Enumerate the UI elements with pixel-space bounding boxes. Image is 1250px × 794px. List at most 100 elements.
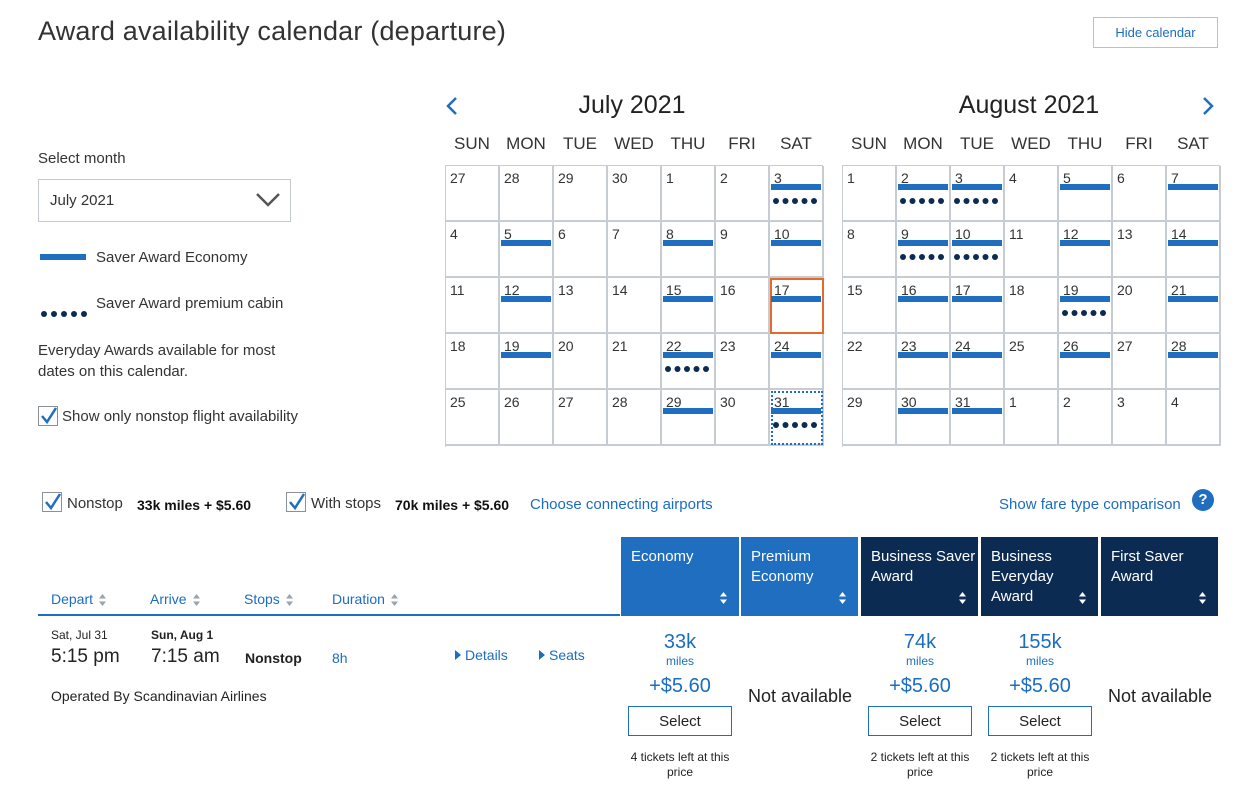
calendar-day[interactable]: 20 bbox=[554, 334, 608, 390]
prev-month-arrow-icon[interactable] bbox=[444, 96, 460, 116]
calendar-day[interactable]: 16 bbox=[716, 278, 770, 334]
calendar-day[interactable]: 24 bbox=[951, 334, 1005, 390]
calendar-day[interactable]: 17 bbox=[770, 278, 824, 334]
calendar-day[interactable]: 12 bbox=[500, 278, 554, 334]
calendar-day-number: 3 bbox=[1117, 394, 1125, 410]
calendar-day[interactable]: 19 bbox=[1059, 278, 1113, 334]
calendar-day[interactable]: 1 bbox=[1005, 390, 1059, 446]
calendar-day[interactable]: 25 bbox=[446, 390, 500, 446]
calendar-day[interactable]: 23 bbox=[716, 334, 770, 390]
sort-depart[interactable]: Depart bbox=[51, 591, 107, 607]
calendar-day[interactable]: 30 bbox=[897, 390, 951, 446]
calendar-day[interactable]: 7 bbox=[608, 222, 662, 278]
calendar-day[interactable]: 13 bbox=[554, 278, 608, 334]
calendar-day[interactable]: 8 bbox=[662, 222, 716, 278]
calendar-day[interactable]: 18 bbox=[446, 334, 500, 390]
calendar-day[interactable]: 23 bbox=[897, 334, 951, 390]
calendar-day[interactable]: 28 bbox=[500, 166, 554, 222]
calendar-day[interactable]: 21 bbox=[1167, 278, 1221, 334]
calendar-day[interactable]: 29 bbox=[843, 390, 897, 446]
calendar-day[interactable]: 17 bbox=[951, 278, 1005, 334]
calendar-day[interactable]: 1 bbox=[843, 166, 897, 222]
fare-header-business-saver[interactable]: Business Saver Award bbox=[861, 537, 978, 616]
calendar-day[interactable]: 22 bbox=[843, 334, 897, 390]
calendar-day[interactable]: 3 bbox=[951, 166, 1005, 222]
calendar-day[interactable]: 10 bbox=[951, 222, 1005, 278]
calendar-day[interactable]: 3 bbox=[1113, 390, 1167, 446]
calendar-day[interactable]: 27 bbox=[446, 166, 500, 222]
calendar-day[interactable]: 14 bbox=[608, 278, 662, 334]
calendar-day[interactable]: 29 bbox=[554, 166, 608, 222]
fare-comparison-link[interactable]: Show fare type comparison bbox=[999, 496, 1181, 513]
select-business-saver-button[interactable]: Select bbox=[868, 706, 972, 736]
calendar-day[interactable]: 7 bbox=[1167, 166, 1221, 222]
calendar-day[interactable]: 9 bbox=[897, 222, 951, 278]
withstops-filter-checkbox[interactable] bbox=[286, 492, 306, 512]
calendar-day[interactable]: 21 bbox=[608, 334, 662, 390]
nonstop-filter-checkbox[interactable] bbox=[42, 492, 62, 512]
calendar-day[interactable]: 28 bbox=[1167, 334, 1221, 390]
calendar-day[interactable]: 13 bbox=[1113, 222, 1167, 278]
nonstop-only-checkbox[interactable] bbox=[38, 406, 58, 426]
calendar-day[interactable]: 11 bbox=[1005, 222, 1059, 278]
calendar-day-number: 23 bbox=[901, 338, 917, 354]
sort-duration[interactable]: Duration bbox=[332, 591, 398, 607]
details-link[interactable]: Details bbox=[455, 647, 508, 663]
seats-link[interactable]: Seats bbox=[539, 647, 585, 663]
select-economy-button[interactable]: Select bbox=[628, 706, 732, 736]
calendar-day[interactable]: 30 bbox=[608, 166, 662, 222]
calendar-day[interactable]: 4 bbox=[1167, 390, 1221, 446]
hide-calendar-button[interactable]: Hide calendar bbox=[1093, 17, 1218, 48]
calendar-day[interactable]: 11 bbox=[446, 278, 500, 334]
weekday-header: SAT bbox=[1177, 134, 1209, 153]
calendar-day[interactable]: 16 bbox=[897, 278, 951, 334]
calendar-day[interactable]: 9 bbox=[716, 222, 770, 278]
calendar-day[interactable]: 1 bbox=[662, 166, 716, 222]
calendar-day[interactable]: 4 bbox=[446, 222, 500, 278]
calendar-day[interactable]: 3 bbox=[770, 166, 824, 222]
calendar-day[interactable]: 20 bbox=[1113, 278, 1167, 334]
calendar-day[interactable]: 26 bbox=[500, 390, 554, 446]
calendar-day[interactable]: 4 bbox=[1005, 166, 1059, 222]
calendar-day[interactable]: 24 bbox=[770, 334, 824, 390]
calendar-day[interactable]: 27 bbox=[1113, 334, 1167, 390]
calendar-day[interactable]: 27 bbox=[554, 390, 608, 446]
calendar-day[interactable]: 31 bbox=[951, 390, 1005, 446]
sort-icon bbox=[285, 594, 293, 607]
calendar-day[interactable]: 2 bbox=[1059, 390, 1113, 446]
calendar-day[interactable]: 22 bbox=[662, 334, 716, 390]
calendar-day[interactable]: 5 bbox=[500, 222, 554, 278]
calendar-day[interactable]: 29 bbox=[662, 390, 716, 446]
calendar-day[interactable]: 15 bbox=[662, 278, 716, 334]
calendar-day[interactable]: 10 bbox=[770, 222, 824, 278]
calendar-day[interactable]: 25 bbox=[1005, 334, 1059, 390]
calendar-day[interactable]: 30 bbox=[716, 390, 770, 446]
choose-connecting-airports-link[interactable]: Choose connecting airports bbox=[530, 496, 713, 513]
calendar-day[interactable]: 12 bbox=[1059, 222, 1113, 278]
calendar-day[interactable]: 2 bbox=[897, 166, 951, 222]
fare-header-first-saver[interactable]: First Saver Award bbox=[1101, 537, 1218, 616]
calendar-day[interactable]: 28 bbox=[608, 390, 662, 446]
calendar-day[interactable]: 19 bbox=[500, 334, 554, 390]
sort-stops[interactable]: Stops bbox=[244, 591, 293, 607]
next-month-arrow-icon[interactable] bbox=[1200, 96, 1216, 116]
sort-arrive[interactable]: Arrive bbox=[150, 591, 200, 607]
fare-header-economy[interactable]: Economy bbox=[621, 537, 739, 616]
calendar-day[interactable]: 6 bbox=[554, 222, 608, 278]
fare-header-premium-economy[interactable]: Premium Economy bbox=[741, 537, 858, 616]
calendar-day[interactable]: 6 bbox=[1113, 166, 1167, 222]
economy-availability-bar bbox=[1060, 352, 1110, 358]
calendar-day[interactable]: 8 bbox=[843, 222, 897, 278]
calendar-day[interactable]: 18 bbox=[1005, 278, 1059, 334]
fare-cell-business-everyday: 155k miles +$5.60 Select 2 tickets left … bbox=[981, 630, 1099, 780]
calendar-day[interactable]: 5 bbox=[1059, 166, 1113, 222]
month-select[interactable]: July 2021 bbox=[38, 179, 291, 222]
calendar-day[interactable]: 31 bbox=[770, 390, 824, 446]
select-business-everyday-button[interactable]: Select bbox=[988, 706, 1092, 736]
calendar-day[interactable]: 2 bbox=[716, 166, 770, 222]
help-icon[interactable]: ? bbox=[1192, 489, 1214, 511]
calendar-day[interactable]: 26 bbox=[1059, 334, 1113, 390]
calendar-day[interactable]: 15 bbox=[843, 278, 897, 334]
calendar-day[interactable]: 14 bbox=[1167, 222, 1221, 278]
fare-header-business-everyday[interactable]: Business Everyday Award bbox=[981, 537, 1098, 616]
